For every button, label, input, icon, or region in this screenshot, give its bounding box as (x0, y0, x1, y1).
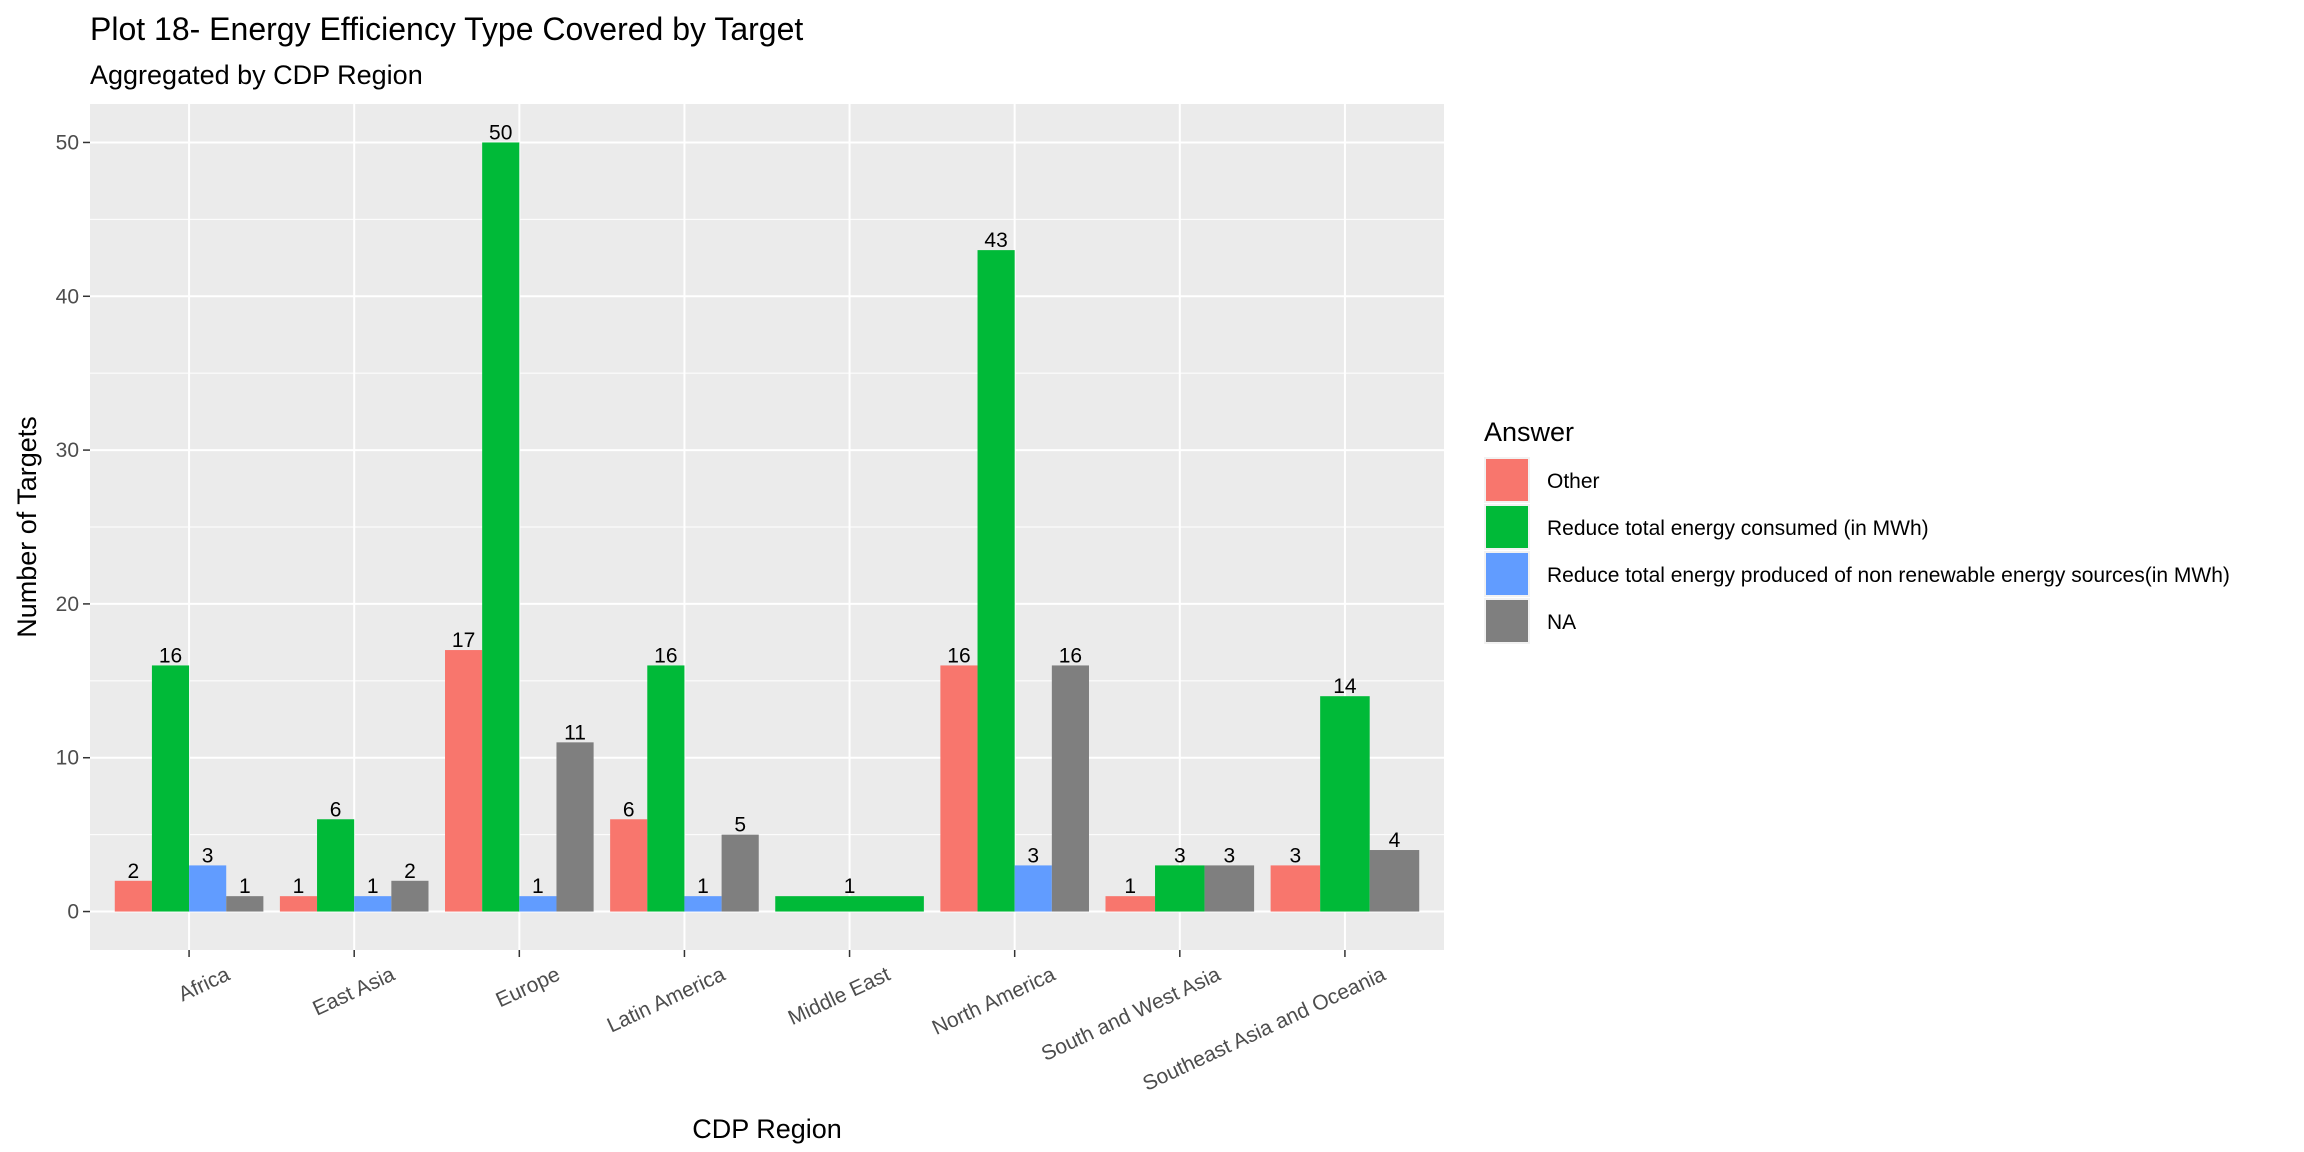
bar (151, 665, 190, 912)
data-label: 2 (128, 860, 140, 883)
bar (1369, 850, 1420, 912)
bar (226, 896, 264, 912)
bar (1270, 865, 1321, 912)
bar (1155, 865, 1205, 912)
y-tick-label: 20 (56, 593, 79, 616)
chart-subtitle: Aggregated by CDP Region (90, 60, 423, 90)
bar (684, 896, 722, 912)
bar (775, 896, 924, 912)
data-label: 16 (159, 644, 182, 667)
bar (556, 742, 594, 912)
data-label: 1 (239, 875, 251, 898)
legend-label: Reduce total energy consumed (in MWh) (1547, 517, 1929, 540)
y-tick-label: 50 (56, 131, 79, 154)
x-axis: Africa East Asia Europe Latin America Middle… (175, 950, 1389, 1096)
data-label: 3 (1290, 844, 1302, 867)
data-label: 1 (1124, 875, 1136, 898)
x-tick-label: Africa (175, 963, 234, 1007)
legend-label: NA (1547, 611, 1576, 634)
legend-label: Other (1547, 470, 1600, 493)
bar (1320, 696, 1370, 912)
legend: Answer Other Reduce total energy consumed… (1484, 417, 2230, 644)
data-label: 50 (489, 121, 512, 144)
bar (391, 880, 429, 912)
chart-title: Plot 18- Energy Efficiency Type Covered … (90, 11, 803, 47)
data-label: 17 (452, 629, 475, 652)
x-tick-label: North America (929, 963, 1060, 1040)
data-label: 16 (1059, 644, 1082, 667)
bar (647, 665, 685, 912)
legend-swatch (1486, 553, 1528, 595)
y-tick-label: 40 (56, 285, 79, 308)
bar (610, 819, 648, 912)
data-label: 3 (202, 844, 214, 867)
y-tick-label: 0 (67, 901, 79, 924)
bar (1204, 865, 1255, 912)
x-tick-label: Europe (492, 963, 563, 1012)
legend-label: Reduce total energy produced of non rene… (1547, 564, 2230, 587)
bar (317, 819, 355, 912)
data-label: 6 (330, 798, 342, 821)
legend-title: Answer (1484, 417, 1574, 447)
data-label: 1 (293, 875, 305, 898)
legend-swatch (1486, 459, 1528, 501)
data-label: 4 (1389, 829, 1401, 852)
bars (114, 142, 1420, 912)
data-label: 1 (532, 875, 544, 898)
legend-swatch (1486, 600, 1528, 642)
data-label: 1 (697, 875, 709, 898)
data-label: 2 (404, 860, 416, 883)
x-tick-label: Middle East (785, 963, 894, 1030)
data-label: 11 (564, 721, 586, 744)
bar (445, 650, 483, 912)
data-label: 1 (367, 875, 379, 898)
data-label: 3 (1027, 844, 1039, 867)
x-axis-title: CDP Region (692, 1114, 842, 1144)
data-label: 14 (1333, 675, 1357, 698)
bar (279, 896, 318, 912)
data-label: 43 (984, 229, 1007, 252)
y-tick-label: 10 (56, 747, 79, 770)
x-tick-label: East Asia (309, 963, 398, 1021)
data-label: 3 (1223, 844, 1235, 867)
grid-minor-lines (90, 218, 1444, 836)
bar (482, 142, 520, 912)
x-tick-label: Latin America (604, 963, 729, 1038)
data-label: 3 (1174, 844, 1186, 867)
bar (940, 665, 978, 912)
data-label: 16 (654, 644, 677, 667)
data-label: 16 (947, 644, 970, 667)
data-label: 6 (623, 798, 635, 821)
y-axis: 0 10 20 30 40 50 (56, 131, 90, 924)
bar (1014, 865, 1052, 912)
bar (1105, 896, 1156, 912)
y-tick-label: 30 (56, 439, 79, 462)
bar (189, 865, 227, 912)
bar (354, 896, 392, 912)
bar (519, 896, 557, 912)
bar (977, 250, 1015, 912)
bar (721, 834, 759, 912)
y-axis-title: Number of Targets (12, 416, 42, 638)
data-label: 5 (734, 814, 746, 837)
bar (114, 880, 152, 912)
data-label: 1 (844, 875, 856, 898)
legend-swatch (1486, 506, 1528, 548)
bar (1051, 665, 1089, 912)
